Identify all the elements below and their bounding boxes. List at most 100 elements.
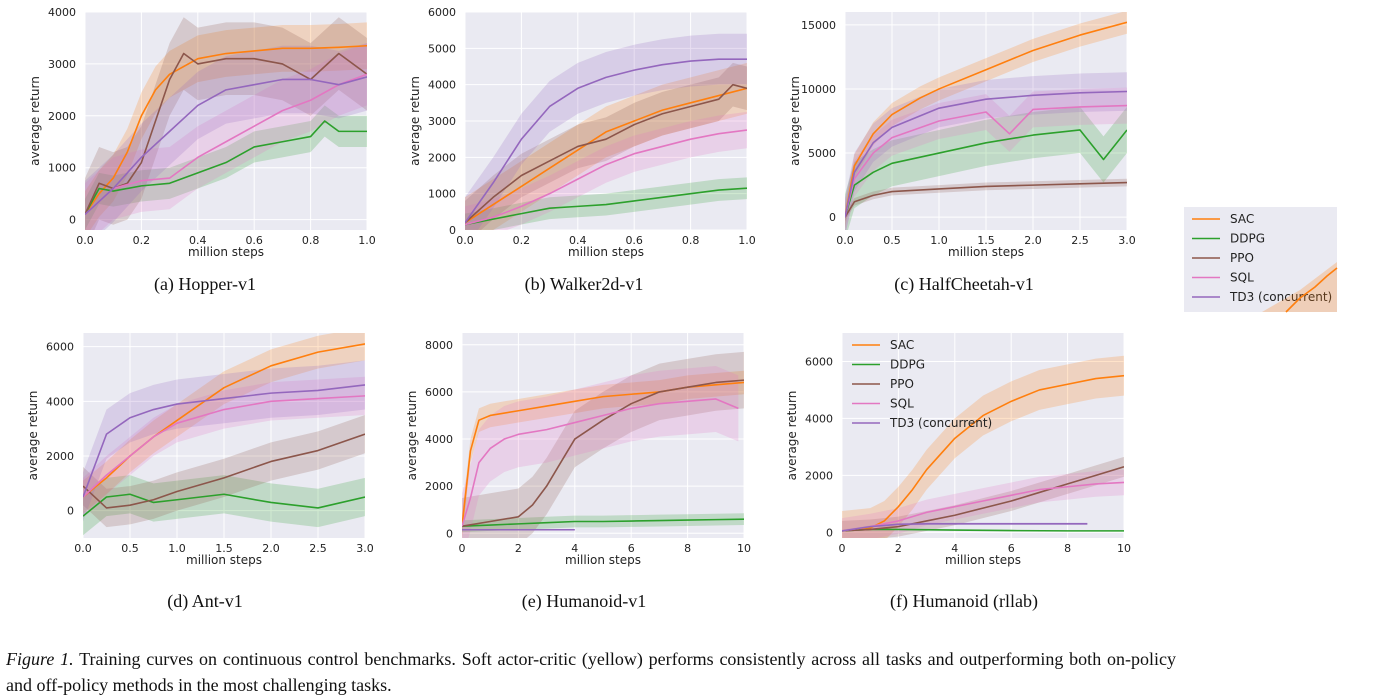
- y-tick-label: 2000: [46, 450, 74, 463]
- band-sac: [465, 62, 747, 230]
- series-group: [845, 12, 1127, 230]
- band-ppo: [85, 17, 367, 230]
- x-axis-label: million steps: [945, 553, 1021, 567]
- y-tick-label: 0: [829, 211, 836, 224]
- x-axis-label: million steps: [188, 245, 264, 259]
- y-tick-label: 15000: [801, 19, 836, 32]
- band-ddpg: [465, 177, 747, 230]
- y-tick-label: 6000: [46, 341, 74, 354]
- x-tick-label: 0.5: [883, 234, 901, 247]
- y-tick-label: 6000: [428, 6, 456, 19]
- y-axis-label: average return: [408, 76, 422, 166]
- series-line-td3: [465, 58, 747, 224]
- band-ppo: [462, 351, 744, 538]
- legend-curve-fragment: [1285, 267, 1338, 313]
- legend-label: TD3 (concurrent): [889, 416, 992, 430]
- series-line-ddpg: [465, 187, 747, 226]
- x-tick-label: 0: [459, 542, 466, 555]
- series-line-td3: [842, 522, 1088, 532]
- series-line-sql: [842, 481, 1124, 532]
- y-tick-label: 6000: [805, 355, 833, 368]
- band-ppo: [465, 62, 747, 230]
- y-tick-label: 3000: [48, 58, 76, 71]
- x-tick-label: 0.4: [569, 234, 587, 247]
- x-tick-label: 2.5: [1071, 234, 1089, 247]
- x-tick-label: 10: [1117, 542, 1131, 555]
- band-sac: [85, 22, 367, 230]
- x-tick-label: 0: [839, 542, 846, 555]
- band-td3: [85, 43, 367, 230]
- x-tick-label: 0.5: [121, 542, 139, 555]
- x-tick-label: 3.0: [1118, 234, 1136, 247]
- x-tick-label: 6: [1008, 542, 1015, 555]
- series-line-ppo: [465, 83, 747, 224]
- x-axis-label: million steps: [948, 245, 1024, 259]
- chart-panel-5: 0 2 4 6 8 10 0 2000 4000 6000 8000 million steps ave…: [405, 333, 751, 612]
- series-line-sac: [85, 44, 367, 215]
- y-tick-label: 0: [446, 527, 453, 540]
- legend-label: SAC: [1230, 212, 1254, 226]
- series-line-sql: [462, 398, 739, 527]
- series-group: [842, 355, 1124, 538]
- x-tick-label: 0.0: [74, 542, 92, 555]
- series-line-sql: [465, 129, 747, 226]
- legend-label: PPO: [1230, 251, 1254, 265]
- legend-background: [1184, 207, 1337, 312]
- x-tick-label: 2.0: [262, 542, 280, 555]
- x-tick-label: 1.5: [977, 234, 995, 247]
- chart-panel-4: 0.0 0.5 1.0 1.5 2.0 2.5 3.0 0 2000 4000 6000 millio…: [26, 333, 374, 612]
- series-line-td3: [83, 384, 365, 498]
- series-line-ppo: [845, 181, 1127, 218]
- y-tick-label: 0: [449, 224, 456, 237]
- x-tick-label: 0.4: [189, 234, 207, 247]
- x-tick-label: 1.0: [168, 542, 186, 555]
- band-sac: [462, 370, 744, 538]
- y-tick-label: 2000: [428, 151, 456, 164]
- x-tick-label: 8: [684, 542, 691, 555]
- band-ddpg: [85, 105, 367, 230]
- band-sac: [845, 12, 1127, 229]
- legend-label: PPO: [890, 377, 914, 391]
- band-ddpg: [83, 475, 365, 536]
- y-tick-label: 4000: [46, 395, 74, 408]
- y-tick-label: 2000: [48, 110, 76, 123]
- band-sac: [83, 333, 365, 514]
- y-tick-label: 6000: [425, 386, 453, 399]
- caption-lead: Figure 1.: [6, 649, 74, 669]
- x-tick-label: 0.8: [302, 234, 320, 247]
- series-group: [83, 333, 365, 536]
- y-tick-label: 4000: [48, 6, 76, 19]
- chart-panel-3: 0.0 0.5 1.0 1.5 2.0 2.5 3.0 0 5000 10000 15000 mill…: [788, 12, 1136, 295]
- y-axis-label: average return: [788, 76, 802, 166]
- series-line-ddpg: [845, 129, 1127, 218]
- x-tick-label: 2: [895, 542, 902, 555]
- x-tick-label: 1.0: [930, 234, 948, 247]
- band-sac: [842, 355, 1124, 538]
- x-tick-label: 0.0: [76, 234, 94, 247]
- legend-label: DDPG: [890, 358, 925, 372]
- subcaption: (a) Hopper-v1: [154, 274, 256, 295]
- band-sql: [83, 376, 365, 517]
- x-tick-label: 10: [737, 542, 751, 555]
- legend-curve-fragment-band: [1262, 262, 1337, 312]
- y-tick-label: 8000: [425, 339, 453, 352]
- figure-caption: Figure 1. Training curves on continuous …: [6, 646, 1176, 698]
- x-tick-label: 1.0: [358, 234, 376, 247]
- y-axis-label: average return: [405, 391, 419, 481]
- x-tick-label: 0.0: [456, 234, 474, 247]
- plot-area: [462, 333, 744, 538]
- legend-panel-f: SAC DDPG PPO SQL TD3 (concurrent): [852, 338, 992, 430]
- series-line-ddpg: [462, 518, 744, 528]
- y-tick-label: 4000: [428, 79, 456, 92]
- legend-label: SQL: [890, 397, 914, 411]
- series-line-ddpg: [83, 493, 365, 517]
- x-tick-label: 2: [515, 542, 522, 555]
- y-tick-label: 0: [826, 526, 833, 539]
- y-tick-label: 10000: [801, 83, 836, 96]
- band-ddpg: [462, 513, 744, 533]
- band-sql: [845, 87, 1127, 230]
- y-tick-label: 5000: [428, 42, 456, 55]
- band-td3: [465, 33, 747, 230]
- series-line-sac: [845, 21, 1127, 218]
